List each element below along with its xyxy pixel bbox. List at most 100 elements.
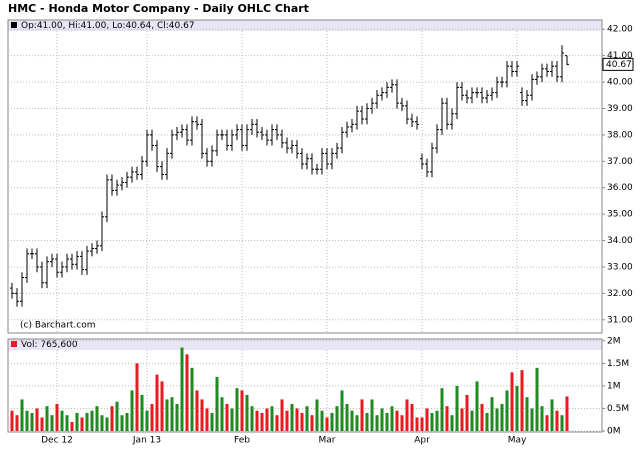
volume-bar	[460, 408, 464, 431]
volume-bar	[230, 408, 234, 431]
volume-bar	[520, 370, 524, 431]
volume-bar	[95, 406, 99, 431]
volume-bar	[165, 399, 169, 431]
volume-bar	[80, 417, 84, 431]
volume-bar	[350, 410, 354, 431]
volume-bar	[190, 367, 194, 431]
volume-bar	[555, 410, 559, 431]
volume-bar	[545, 415, 549, 431]
volume-bar	[450, 415, 454, 431]
price-y-tick-label: 32.00	[607, 289, 633, 299]
volume-bar	[225, 403, 229, 431]
volume-bar	[285, 410, 289, 431]
volume-bar	[85, 412, 89, 431]
volume-legend-swatch	[11, 341, 17, 347]
volume-y-tick-label: 1M	[607, 381, 621, 391]
volume-bar	[475, 381, 479, 431]
volume-bar	[20, 399, 24, 431]
volume-bar	[490, 397, 494, 431]
volume-bar	[425, 408, 429, 431]
volume-bar	[505, 390, 509, 431]
volume-bar	[550, 399, 554, 431]
volume-bar	[90, 410, 94, 431]
volume-bar	[360, 399, 364, 431]
price-y-tick-label: 38.00	[607, 130, 633, 140]
volume-bar	[140, 394, 144, 431]
volume-bar	[195, 390, 199, 431]
volume-bar	[270, 406, 274, 431]
volume-bar	[405, 399, 409, 431]
volume-bar	[325, 417, 329, 431]
volume-bar	[315, 399, 319, 431]
volume-bar	[105, 417, 109, 431]
volume-bar	[110, 406, 114, 431]
volume-bar	[255, 410, 259, 431]
volume-bar	[420, 417, 424, 431]
volume-y-tick-label: 0M	[607, 427, 621, 437]
volume-bar	[160, 381, 164, 431]
price-y-tick-label: 34.00	[607, 236, 633, 246]
volume-bar	[170, 397, 174, 431]
volume-bar	[320, 410, 324, 431]
volume-bar	[500, 403, 504, 431]
volume-bar	[25, 410, 29, 431]
price-frame	[7, 19, 603, 334]
volume-bar	[125, 412, 129, 431]
volume-y-tick-label: 1.5M	[607, 359, 629, 369]
x-tick-label: Apr	[414, 436, 430, 446]
source-note: (c) Barchart.com	[20, 321, 96, 331]
price-y-tick-label: 39.00	[607, 104, 633, 114]
price-y-tick-label: 31.00	[607, 315, 633, 325]
volume-bar	[380, 408, 384, 431]
x-tick-label: Jan 13	[132, 436, 161, 446]
volume-bar	[300, 412, 304, 431]
volume-bar	[145, 410, 149, 431]
volume-bar	[395, 410, 399, 431]
chart-title: HMC - Honda Motor Company - Daily OHLC C…	[8, 2, 309, 15]
volume-bar	[535, 367, 539, 431]
volume-bar	[385, 412, 389, 431]
volume-bar	[435, 410, 439, 431]
volume-legend: Vol: 765,600	[21, 340, 78, 350]
volume-bar	[525, 397, 529, 431]
volume-bar	[240, 390, 244, 431]
volume-bar	[30, 412, 34, 431]
volume-bar	[375, 415, 379, 431]
volume-bar	[135, 363, 139, 431]
volume-bar	[330, 412, 334, 431]
volume-bar	[215, 376, 219, 431]
volume-bar	[430, 412, 434, 431]
volume-bar	[400, 415, 404, 431]
volume-bar	[65, 415, 69, 431]
price-y-tick-label: 33.00	[607, 262, 633, 272]
price-y-tick-label: 40.00	[607, 78, 633, 88]
volume-bar	[200, 399, 204, 431]
volume-bar	[280, 399, 284, 431]
volume-legend-bg	[8, 339, 602, 350]
volume-bar	[365, 412, 369, 431]
volume-bar	[55, 403, 59, 431]
volume-bar	[530, 408, 534, 431]
volume-bar	[130, 390, 134, 431]
volume-bar	[185, 354, 189, 431]
volume-bar	[305, 406, 309, 431]
price-legend: Op:41.00, Hi:41.00, Lo:40.64, Cl:40.67	[21, 21, 195, 31]
volume-bar	[250, 406, 254, 431]
volume-bar	[70, 421, 74, 431]
volume-bar	[75, 412, 79, 431]
volume-bar	[515, 385, 519, 431]
volume-bar	[485, 412, 489, 431]
volume-bar	[340, 390, 344, 431]
x-tick-label: Feb	[234, 436, 250, 446]
price-y-tick-label: 36.00	[607, 183, 633, 193]
volume-bar	[220, 397, 224, 431]
volume-bar	[455, 385, 459, 431]
volume-bar	[470, 410, 474, 431]
volume-bar	[15, 415, 19, 431]
price-legend-bg	[8, 20, 602, 31]
volume-bar	[445, 406, 449, 431]
volume-bar	[415, 417, 419, 431]
last-price-box	[602, 57, 634, 71]
